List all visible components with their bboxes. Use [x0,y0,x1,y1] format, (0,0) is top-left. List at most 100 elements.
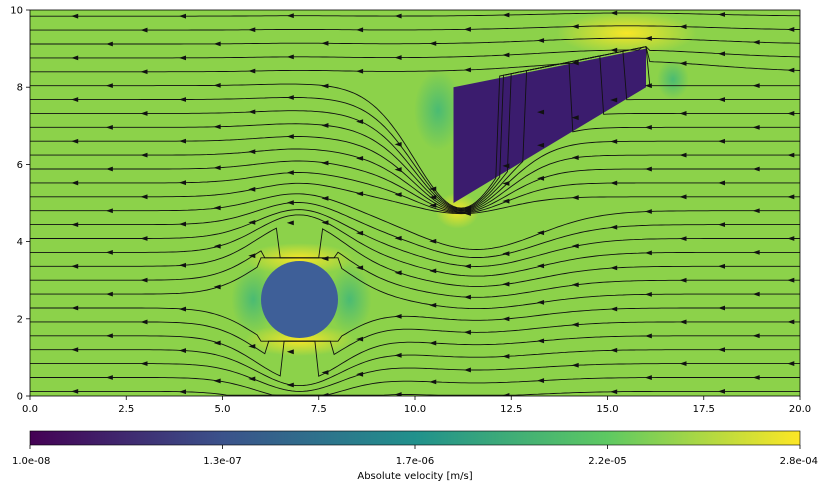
flow-arrow [321,40,329,46]
flow-arrow [571,282,579,288]
flow-arrow [502,163,510,169]
streamline [30,61,800,211]
flow-arrow [71,347,79,353]
flow-arrow [752,39,760,45]
flow-arrow [679,24,687,30]
flow-arrow [248,68,256,74]
flow-arrow [787,27,795,32]
flow-arrow [140,69,148,75]
flow-arrow [787,361,795,366]
flow-arrow [537,142,545,148]
flow-arrow [537,175,545,181]
flow-arrow [502,181,510,186]
flow-arrow [429,238,437,244]
flow-arrow [718,263,725,269]
velocity-field-shading [231,11,697,357]
flow-arrow [394,167,402,172]
flow-arrow [610,47,618,53]
flow-arrow [644,83,652,89]
flow-arrow [718,138,725,144]
colorbar-label: Absolute velocity [m/s] [357,471,472,482]
flow-arrow [140,361,148,367]
colorbar-tick-label: 1.7e-06 [396,456,434,467]
slow-flow-circle-left [231,265,276,334]
flow-arrow [286,220,294,226]
x-tick-label: 20.0 [789,404,811,415]
streamline [30,172,800,214]
flow-arrow [787,277,795,283]
flow-arrow [321,123,329,128]
flow-arrow [571,115,579,121]
flow-arrow [71,13,79,19]
flow-arrow [140,194,148,200]
flow-arrow [537,230,545,236]
streamline [30,46,800,73]
flow-arrow [429,194,437,200]
flow-arrow [321,160,329,166]
x-tick-label: 12.5 [500,404,522,415]
flow-arrow [787,319,795,325]
flow-arrow [752,208,760,214]
flow-arrow [140,277,148,283]
flow-arrow [179,348,186,353]
flow-arrow [610,347,618,353]
flow-arrow [179,180,186,186]
flow-arrow [140,319,148,325]
flow-arrow [356,155,364,161]
flow-arrow [71,305,79,311]
flow-arrow [140,152,148,158]
streamline [30,50,800,210]
flow-arrow [105,166,113,172]
streamline [30,250,800,298]
flow-arrow [248,343,256,349]
flow-arrow [105,124,113,130]
flow-arrow [463,26,471,32]
obstacles [261,48,646,338]
flow-arrow [286,54,294,60]
flow-arrow [321,83,329,89]
streamline [30,321,800,356]
flow-arrow [718,222,725,228]
obstacle-polygon [453,48,646,203]
fast-flow-above-polygon [556,11,697,56]
y-axis: 0 2 4 6 8 10 [10,6,30,403]
streamline [30,12,800,17]
flow-arrow [502,393,510,396]
flow-arrow [752,166,760,172]
y-tick-label: 8 [17,83,23,94]
streamlines [30,12,800,396]
flow-arrow [610,265,618,271]
flow-arrow [213,82,221,88]
flow-arrow [610,180,618,186]
x-tick-label: 2.5 [118,404,134,415]
x-tick-label: 10.0 [404,404,426,415]
flow-arrow [356,230,364,236]
flow-arrow [644,209,652,214]
streamline [30,46,800,59]
slow-flow-circle-right [327,265,372,334]
flow-arrow [718,180,725,186]
flow-arrow [321,256,329,261]
plot-area [30,10,800,396]
flow-arrow [394,13,402,19]
flow-arrow [429,268,437,274]
streamline [30,25,800,31]
flow-arrow [571,155,579,161]
y-tick-label: 10 [10,6,23,17]
flow-arrow [356,265,364,271]
flow-arrow [502,281,510,287]
flow-arrow [248,186,256,192]
streamline [30,363,800,392]
streamline [30,148,800,213]
slow-flow-polygon-front [414,70,463,151]
flow-arrow [429,302,437,308]
flow-arrow [679,319,687,325]
flow-arrow [286,134,294,139]
streamline [30,349,800,387]
streamline [30,390,800,396]
flow-arrow [571,322,579,328]
flow-arrow [286,200,294,206]
flow-arrow [752,83,760,89]
x-tick-label: 5.0 [215,404,231,415]
flow-arrow [571,243,579,249]
